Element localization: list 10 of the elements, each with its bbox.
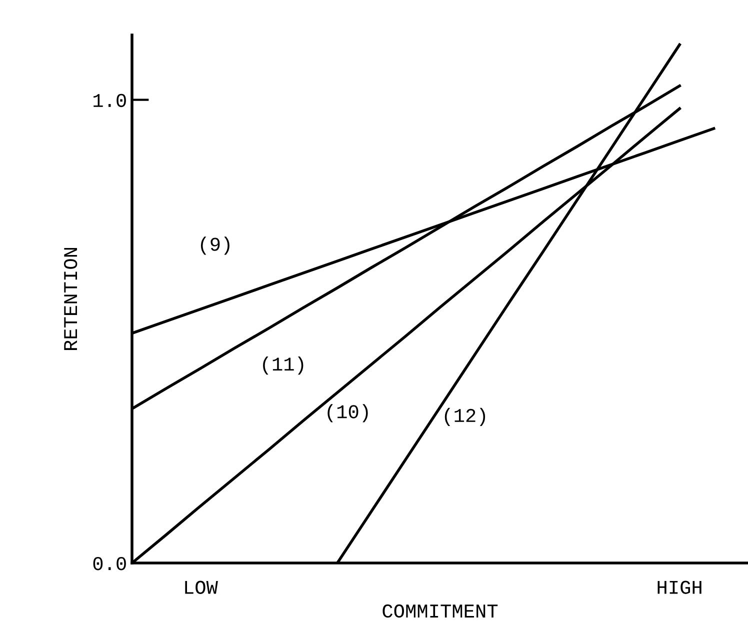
series-label: (12) bbox=[444, 408, 486, 426]
y-axis-title: RETENTION bbox=[64, 248, 78, 350]
x-axis-title: COMMITMENT bbox=[382, 604, 498, 618]
y-tick-label: 0.0 bbox=[93, 557, 126, 570]
x-tick-label: HIGH bbox=[658, 580, 702, 594]
text: (9) bbox=[200, 236, 230, 255]
series-label: (11) bbox=[263, 356, 304, 375]
series-label: (10) bbox=[328, 404, 368, 422]
x-tick-label: LOW bbox=[185, 580, 218, 594]
y-tick-label: 1.0 bbox=[94, 94, 126, 108]
